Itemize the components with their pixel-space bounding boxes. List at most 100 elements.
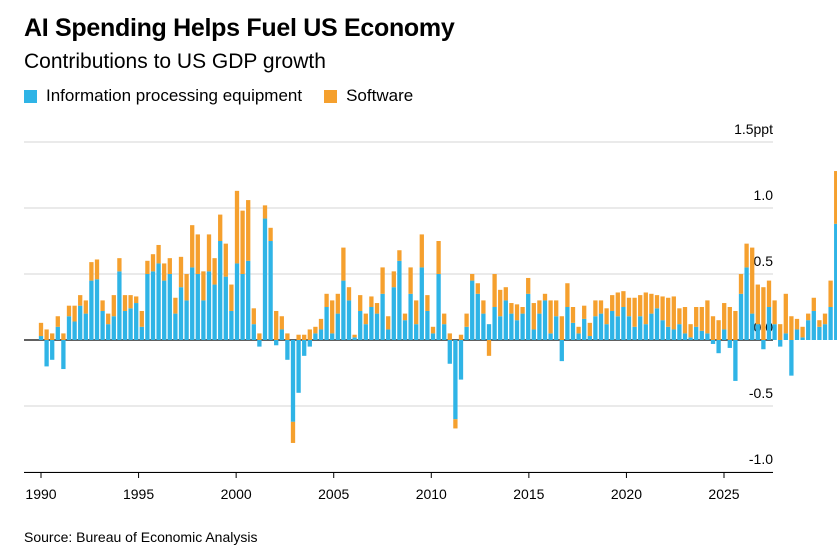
bar-software bbox=[386, 316, 391, 330]
bar-software bbox=[453, 419, 458, 429]
bar-equipment bbox=[559, 340, 564, 362]
bar-software bbox=[229, 284, 234, 311]
bar-software bbox=[145, 260, 150, 274]
bar-equipment bbox=[654, 308, 660, 340]
bar-equipment bbox=[694, 326, 699, 340]
bar-equipment bbox=[167, 274, 172, 340]
bar-equipment bbox=[178, 287, 184, 340]
bar-equipment bbox=[201, 300, 206, 340]
bar-software bbox=[358, 295, 363, 311]
legend-item-equipment: Information processing equipment bbox=[24, 86, 302, 106]
bar-software bbox=[246, 200, 251, 261]
bar-equipment bbox=[229, 310, 234, 340]
bar-software bbox=[548, 300, 553, 334]
bar-software bbox=[122, 295, 128, 311]
bar-software bbox=[750, 247, 755, 314]
chart-title: AI Spending Helps Fuel US Economy bbox=[24, 14, 455, 42]
bar-software bbox=[638, 295, 643, 317]
bar-equipment bbox=[710, 340, 716, 344]
bar-software bbox=[470, 274, 475, 281]
bar-software bbox=[542, 293, 548, 301]
bar-equipment bbox=[195, 274, 200, 340]
bar-software bbox=[257, 333, 262, 340]
bar-equipment bbox=[414, 324, 419, 340]
bar-equipment bbox=[50, 340, 55, 360]
bar-software bbox=[313, 326, 318, 334]
bar-software bbox=[178, 256, 184, 288]
bar-equipment bbox=[436, 274, 441, 340]
bar-software bbox=[531, 303, 536, 330]
bar-software bbox=[694, 307, 699, 327]
bar-equipment bbox=[598, 313, 604, 340]
x-tick-label: 1990 bbox=[25, 486, 56, 502]
x-tick-label: 2005 bbox=[318, 486, 349, 502]
bar-software bbox=[610, 295, 615, 311]
bar-equipment bbox=[100, 310, 105, 340]
bar-software bbox=[755, 284, 760, 325]
bar-equipment bbox=[794, 329, 800, 340]
bar-equipment bbox=[481, 313, 486, 340]
bar-software bbox=[184, 274, 189, 301]
bar-equipment bbox=[430, 333, 436, 340]
bar-equipment bbox=[554, 316, 559, 340]
bar-software bbox=[419, 234, 424, 268]
bar-software bbox=[710, 316, 716, 340]
bar-software bbox=[554, 300, 559, 317]
bar-equipment bbox=[727, 340, 732, 348]
bar-equipment bbox=[458, 340, 464, 380]
bar-software bbox=[44, 329, 49, 340]
y-tick-label: 1.0 bbox=[754, 187, 774, 203]
bar-software bbox=[78, 295, 83, 306]
bar-equipment bbox=[363, 324, 368, 340]
bar-software bbox=[828, 280, 833, 307]
x-tick-label: 2020 bbox=[611, 486, 642, 502]
bar-equipment bbox=[738, 293, 744, 340]
legend: Information processing equipment Softwar… bbox=[24, 86, 435, 106]
bar-software bbox=[509, 303, 514, 314]
bar-software bbox=[783, 293, 788, 334]
bar-software bbox=[72, 305, 77, 322]
bar-equipment bbox=[565, 307, 570, 340]
bar-software bbox=[458, 334, 464, 340]
bar-software bbox=[335, 293, 340, 314]
bar-software bbox=[766, 280, 772, 307]
bar-software bbox=[290, 421, 296, 443]
bar-equipment bbox=[442, 324, 447, 340]
bar-software bbox=[341, 247, 346, 281]
bar-software bbox=[324, 293, 329, 307]
bar-equipment bbox=[128, 308, 133, 340]
bar-software bbox=[811, 297, 816, 311]
bar-software bbox=[582, 305, 587, 319]
bar-software bbox=[442, 313, 447, 325]
bar-software bbox=[671, 296, 676, 330]
bar-equipment bbox=[604, 324, 609, 340]
bar-software bbox=[307, 329, 312, 340]
bar-software bbox=[106, 313, 111, 325]
bar-software bbox=[733, 310, 738, 340]
bar-software bbox=[397, 250, 402, 261]
bar-equipment bbox=[212, 284, 217, 340]
bar-equipment bbox=[643, 324, 648, 340]
bar-equipment bbox=[397, 260, 402, 340]
bar-equipment bbox=[330, 333, 335, 340]
bar-software bbox=[346, 287, 352, 301]
bar-software bbox=[302, 334, 307, 340]
bar-equipment bbox=[733, 340, 738, 381]
bar-software bbox=[643, 292, 648, 325]
bar-equipment bbox=[374, 313, 380, 340]
bar-software bbox=[285, 333, 290, 340]
bar-equipment bbox=[352, 337, 357, 340]
bar-software bbox=[100, 300, 105, 311]
bar-software bbox=[632, 297, 637, 327]
bar-equipment bbox=[666, 326, 671, 340]
legend-label-equipment: Information processing equipment bbox=[46, 86, 303, 105]
bar-equipment bbox=[290, 340, 296, 422]
bar-software bbox=[268, 227, 273, 241]
bar-equipment bbox=[492, 307, 497, 340]
bar-software bbox=[559, 316, 564, 340]
bar-equipment bbox=[778, 340, 783, 347]
bar-software bbox=[593, 300, 598, 317]
bar-equipment bbox=[234, 263, 240, 340]
bar-software bbox=[822, 313, 828, 325]
